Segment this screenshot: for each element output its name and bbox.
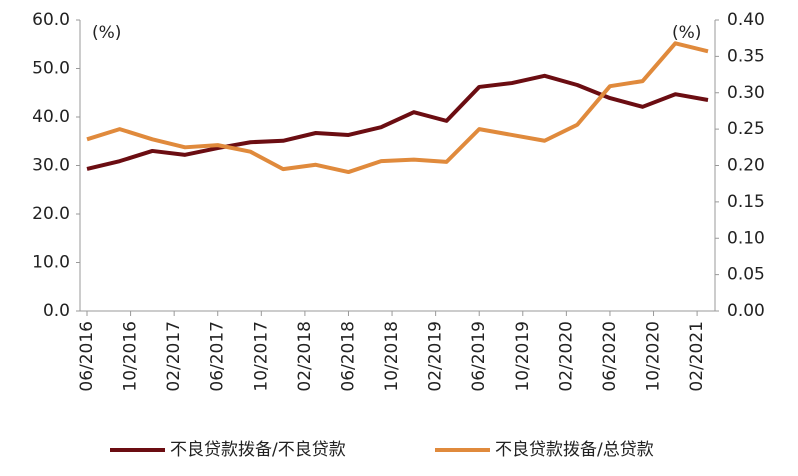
y2-tick-label: 0.25	[727, 119, 765, 139]
x-tick-label: 10/2016	[121, 321, 141, 392]
y2-tick-label: 0.05	[727, 265, 765, 285]
y2-tick-label: 0.30	[727, 83, 765, 103]
y2-tick-label: 0.15	[727, 192, 765, 212]
x-tick-label: 06/2019	[469, 321, 489, 392]
x-tick-label: 06/2018	[338, 321, 358, 392]
series-line	[86, 73, 709, 171]
x-tick-label: 06/2017	[208, 321, 228, 392]
y-tick-label: 40.0	[32, 107, 70, 127]
y2-tick-label: 0.20	[727, 156, 765, 176]
y2-tick-label: 0.35	[727, 46, 765, 66]
legend-label: 不良贷款拨备/不良贷款	[170, 440, 346, 460]
y2-tick-label: 0.10	[727, 228, 765, 248]
y2-tick-label: 0.40	[727, 10, 765, 30]
y-tick-label: 20.0	[32, 204, 70, 224]
x-tick-label: 02/2019	[426, 321, 446, 392]
x-tick-label: 06/2020	[600, 321, 620, 392]
annotation: (%)	[672, 23, 701, 43]
legend-label: 不良贷款拨备/总贷款	[495, 440, 654, 460]
annotation: (%)	[92, 23, 121, 43]
x-tick-label: 02/2021	[687, 321, 707, 392]
series-line	[86, 41, 709, 175]
y-tick-label: 30.0	[32, 156, 70, 176]
x-tick-label: 02/2018	[295, 321, 315, 392]
y-tick-label: 10.0	[32, 253, 70, 273]
y-tick-label: 50.0	[32, 59, 70, 79]
x-tick-label: 02/2017	[164, 321, 184, 392]
y2-tick-label: 0.00	[727, 301, 765, 321]
x-tick-label: 10/2018	[382, 321, 402, 392]
y-tick-label: 0.0	[43, 301, 70, 321]
y-tick-label: 60.0	[32, 10, 70, 30]
x-tick-label: 10/2020	[644, 321, 664, 392]
x-tick-label: 10/2017	[251, 321, 271, 392]
x-tick-label: 02/2020	[556, 321, 576, 392]
x-tick-label: 10/2019	[513, 321, 533, 392]
x-tick-label: 06/2016	[77, 321, 97, 392]
